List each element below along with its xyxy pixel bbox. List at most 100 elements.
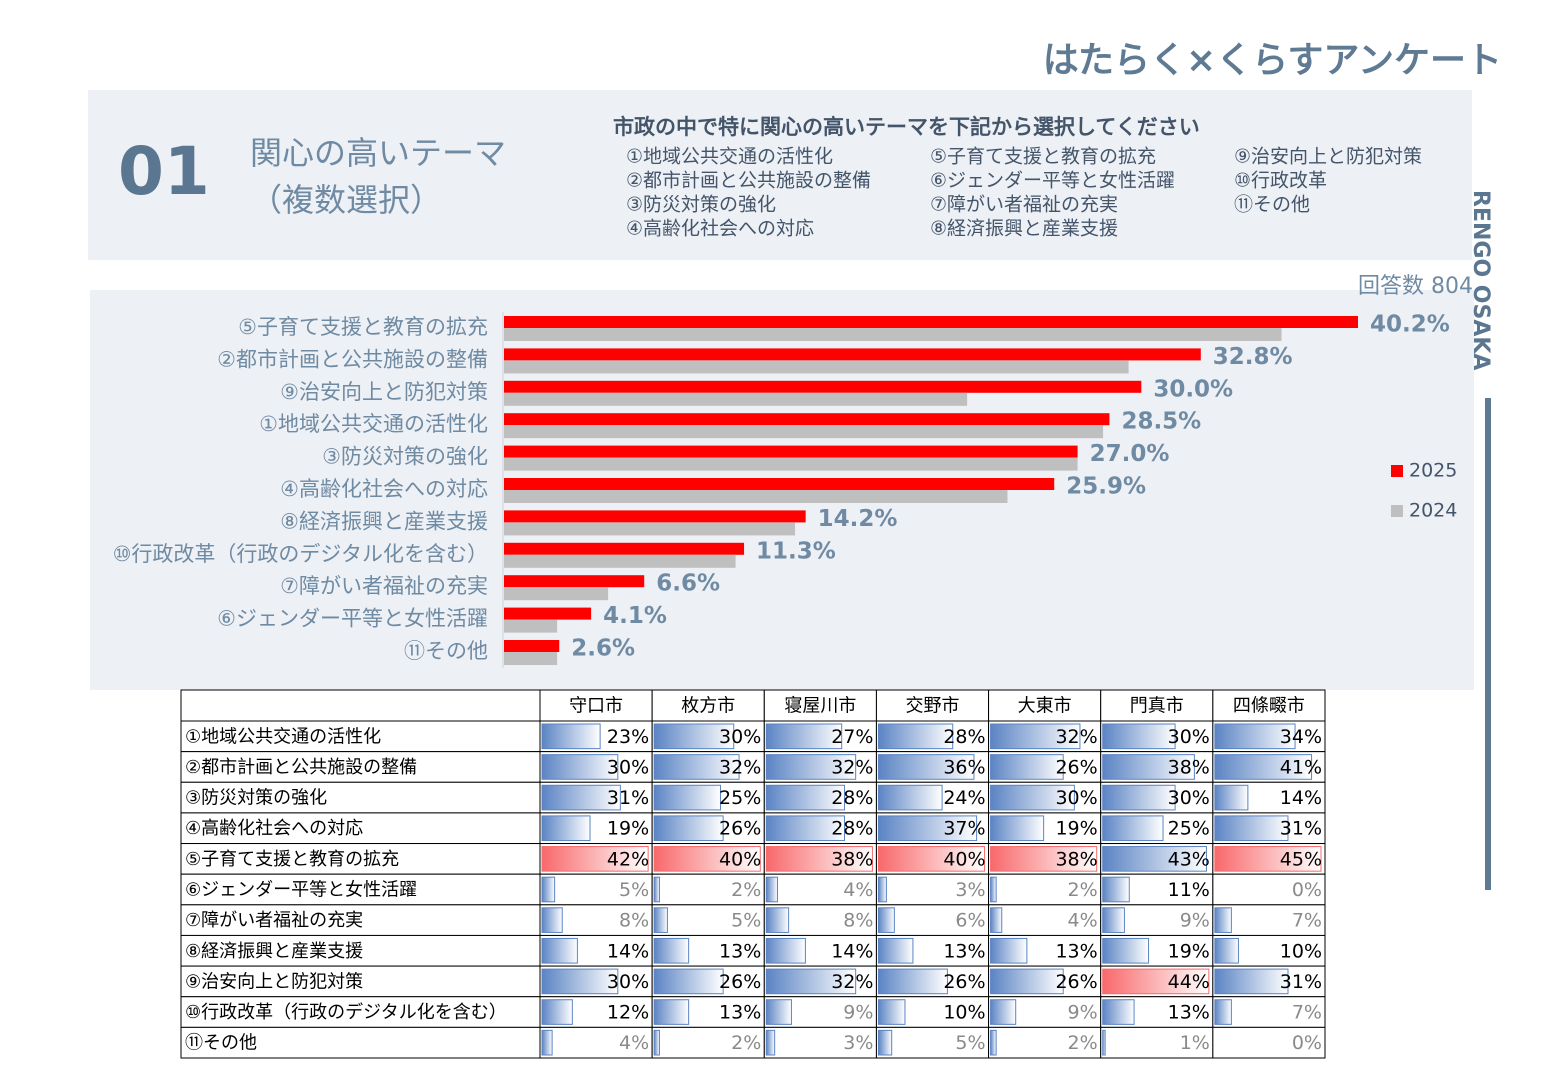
cell-value: 5% (731, 910, 761, 932)
value-label: 40.2% (1370, 312, 1450, 338)
cell-value: 30% (607, 971, 649, 993)
data-bar (541, 754, 619, 780)
table-cell (180, 904, 541, 936)
cell-value: 31% (1280, 971, 1322, 993)
cell-value: 5% (955, 1032, 985, 1054)
data-bar (1102, 754, 1195, 780)
data-bar (765, 784, 845, 811)
option: ③防災対策の強化 (626, 194, 776, 216)
table-cell (651, 904, 765, 936)
data-bar (877, 846, 986, 872)
cell-value: 10% (1280, 940, 1322, 962)
cell-value: 34% (1280, 726, 1322, 748)
cell-value: 5% (619, 879, 649, 901)
cell-value: 3% (955, 879, 985, 901)
cell-value: 31% (607, 787, 649, 809)
data-bar (541, 723, 601, 750)
question: 市政の中で特に関心の高いテーマを下記から選択してください (613, 115, 1200, 139)
row-label: ⑧経済振興と産業支援 (185, 941, 363, 962)
bar (504, 457, 1078, 471)
data-bar (541, 846, 649, 872)
cell-value: 28% (943, 726, 985, 748)
data-bar (1214, 815, 1289, 842)
category-label: ④高齢化社会への対応 (280, 477, 488, 501)
cell-value: 7% (1292, 1002, 1322, 1024)
bar (504, 490, 1008, 503)
cell-value: 25% (719, 787, 761, 809)
bar (504, 619, 558, 633)
data-bar (877, 907, 895, 933)
data-bar (653, 784, 721, 811)
theme: 関心の高いテーマ (250, 134, 506, 172)
table: 守口市 枚方市 寝屋川市 交野市 大東市 門真市 四條畷市 ①地域公共交通の活性化 23% 30%… (180, 689, 1326, 1059)
data-bar (653, 937, 690, 964)
cell-value: 13% (719, 940, 761, 962)
value-label: 6.6% (656, 571, 720, 597)
page-title: はたらく×くらすアンケート (1043, 40, 1502, 81)
data-bar (1214, 723, 1296, 750)
data-bar (653, 999, 690, 1025)
cell-value: 26% (719, 818, 761, 840)
bar (504, 425, 1104, 439)
cell-value: 0% (1292, 879, 1322, 901)
cell-value: 19% (1168, 940, 1210, 962)
cell-value: 12% (607, 1002, 649, 1024)
data-bar (877, 754, 975, 780)
column-header: 枚方市 (681, 696, 735, 717)
data-bar (541, 1029, 553, 1056)
data-bar (990, 999, 1017, 1025)
data-bar (653, 815, 724, 842)
data-bar (653, 876, 660, 903)
table-cell (180, 751, 541, 783)
header-panel (88, 90, 1472, 260)
cell-value: 42% (607, 848, 649, 870)
data-bar (877, 723, 954, 750)
data-bar (765, 968, 857, 995)
data-bar (1102, 999, 1135, 1025)
bar (504, 445, 1078, 458)
data-bar (1102, 968, 1210, 995)
bar (504, 640, 560, 652)
data-bar (1214, 968, 1289, 995)
table-cell (1212, 873, 1326, 906)
data-bar (653, 846, 761, 872)
cell-value: 28% (831, 787, 873, 809)
data-bar (1214, 907, 1232, 933)
data-bar (1214, 784, 1249, 811)
cell-value: 2% (731, 879, 761, 901)
table-cell (651, 689, 765, 722)
table-cell (988, 1026, 1102, 1059)
legend-swatch (1391, 505, 1403, 517)
table-cell (651, 1026, 765, 1059)
data-bar (990, 754, 1064, 780)
column-header: 寝屋川市 (784, 696, 856, 717)
data-bar (765, 1029, 776, 1056)
data-bar (541, 815, 591, 842)
data-bar (877, 999, 906, 1025)
row-label: ⑦障がい者福祉の充実 (185, 910, 363, 931)
row-label: ⑩行政改革（行政のデジタル化を含む） (185, 1002, 507, 1023)
bar (504, 478, 1055, 490)
row-label: ⑥ジェンダー平等と女性活躍 (185, 880, 417, 901)
cell-value: 30% (719, 726, 761, 748)
table-cell (988, 873, 1102, 906)
value-label: 30.0% (1153, 376, 1233, 402)
data-bar (990, 968, 1064, 995)
cell-value: 26% (1055, 756, 1097, 778)
table-cell (988, 904, 1102, 936)
data-bar (1214, 999, 1232, 1025)
data-bar (653, 723, 735, 750)
cell-value: 32% (1055, 726, 1097, 748)
cell-value: 26% (1055, 971, 1097, 993)
data-bar (765, 815, 845, 842)
cell-value: 32% (831, 971, 873, 993)
data-bar (990, 784, 1075, 811)
data-bar (541, 968, 619, 995)
option: ⑤子育て支援と教育の拡充 (930, 146, 1156, 168)
cell-value: 30% (1168, 726, 1210, 748)
cell-value: 43% (1168, 848, 1210, 870)
cell-value: 2% (1068, 1032, 1098, 1054)
table-cell (180, 873, 541, 906)
cell-value: 7% (1292, 910, 1322, 932)
